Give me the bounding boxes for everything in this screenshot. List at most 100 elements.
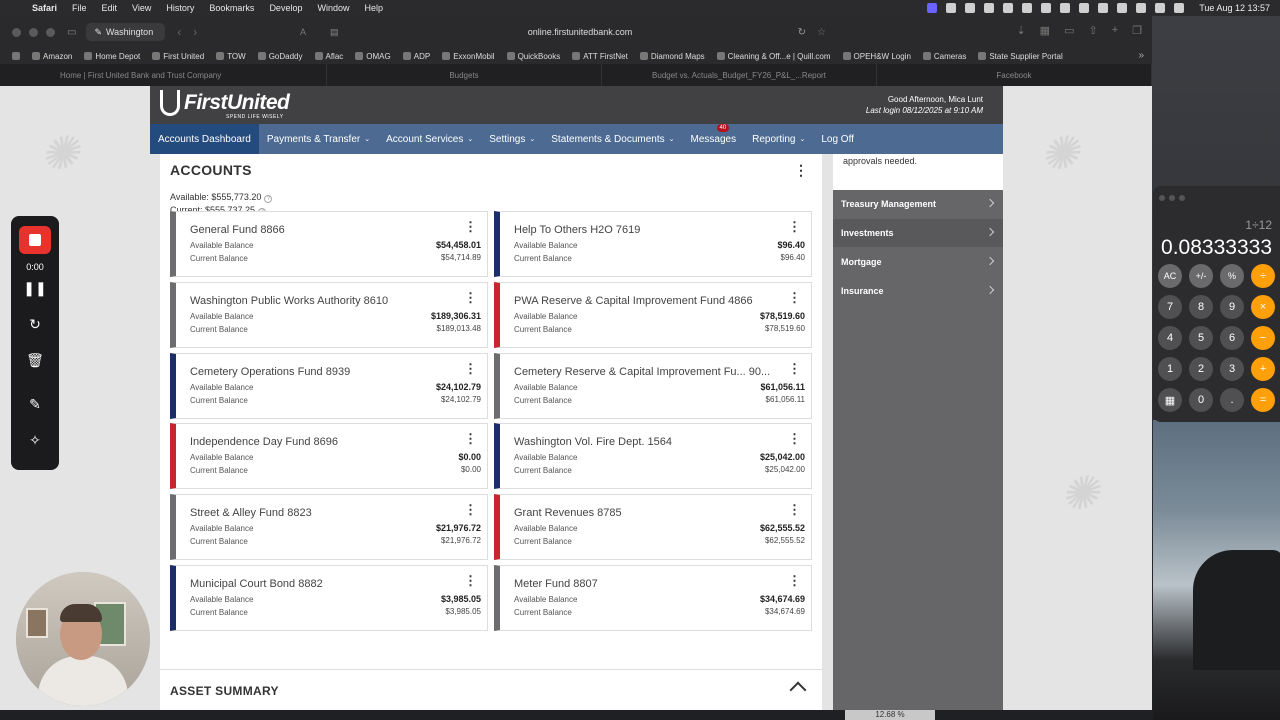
favorite-item[interactable]: Aflac bbox=[314, 52, 343, 61]
stop-recording-button[interactable] bbox=[19, 226, 51, 254]
account-card[interactable]: Cemetery Reserve & Capital Improvement F… bbox=[494, 352, 812, 419]
account-card[interactable]: Washington Public Works Authority 8610 Av… bbox=[170, 281, 488, 348]
menu-file[interactable]: File bbox=[72, 3, 87, 13]
menu-help[interactable]: Help bbox=[364, 3, 383, 13]
status-icon[interactable] bbox=[1003, 3, 1014, 13]
account-name[interactable]: Help To Others H2O 7619 bbox=[514, 224, 641, 236]
menu-window[interactable]: Window bbox=[317, 3, 350, 13]
account-name[interactable]: Cemetery Reserve & Capital Improvement F… bbox=[514, 365, 771, 378]
calculator-key[interactable]: +/- bbox=[1189, 264, 1213, 288]
account-name[interactable]: Independence Day Fund 8696 bbox=[190, 436, 339, 449]
favorite-item[interactable]: OMAG bbox=[355, 52, 391, 61]
favorite-item[interactable]: Cleaning & Off...e | Quill.com bbox=[716, 52, 831, 61]
account-card[interactable]: Street & Alley Fund 8823 Available Balanc… bbox=[170, 494, 488, 561]
menu-develop[interactable]: Develop bbox=[269, 3, 303, 13]
control-center-icon[interactable] bbox=[1174, 3, 1185, 13]
new-tab-icon[interactable]: + bbox=[1111, 24, 1119, 36]
favorite-item[interactable]: TOW bbox=[216, 52, 246, 61]
account-name[interactable]: Washington Vol. Fire Dept. 1564 bbox=[514, 436, 672, 449]
account-card[interactable]: Help To Others H2O 7619 Available Balance… bbox=[494, 211, 812, 277]
restart-icon[interactable]: ↻ bbox=[29, 316, 41, 332]
account-name[interactable]: Cemetery Operations Fund 8939 bbox=[190, 365, 351, 378]
webcam-bubble[interactable] bbox=[16, 572, 150, 706]
account-menu-icon[interactable]: ⋮ bbox=[788, 289, 801, 305]
account-menu-icon[interactable]: ⋮ bbox=[788, 219, 801, 234]
address-bar[interactable]: A ▤ online.firstunitedbank.com ↻ ☆ bbox=[300, 23, 830, 41]
favorite-item[interactable]: GoDaddy bbox=[257, 52, 303, 61]
status-icon[interactable] bbox=[1098, 3, 1109, 13]
calculator-key[interactable]: 2 bbox=[1189, 357, 1213, 381]
status-icon[interactable] bbox=[1060, 3, 1071, 13]
status-icon[interactable] bbox=[1041, 3, 1052, 13]
account-name[interactable]: Grant Revenues 8785 bbox=[514, 507, 622, 520]
account-card[interactable]: Municipal Court Bond 8882 Available Balan… bbox=[170, 565, 488, 631]
wifi-icon[interactable] bbox=[1117, 3, 1128, 13]
account-name[interactable]: Washington Public Works Authority 8610 bbox=[190, 294, 389, 307]
close-window-button[interactable] bbox=[1159, 195, 1165, 201]
pause-icon[interactable]: ❚❚ bbox=[23, 280, 47, 296]
apple-icon[interactable] bbox=[12, 2, 24, 14]
reader-icon[interactable]: A bbox=[300, 27, 307, 37]
account-menu-icon[interactable]: ⋮ bbox=[788, 360, 801, 376]
tab-facebook[interactable]: Facebook bbox=[877, 64, 1152, 86]
calculator-key[interactable]: ▦ bbox=[1158, 388, 1182, 412]
back-icon[interactable]: ‹ bbox=[177, 25, 182, 39]
account-menu-icon[interactable]: ⋮ bbox=[464, 289, 477, 305]
page-menu-icon[interactable]: ▤ bbox=[330, 26, 339, 37]
calculator-key[interactable]: 7 bbox=[1158, 295, 1182, 319]
download-icon[interactable]: ⇣ bbox=[1016, 25, 1026, 37]
calculator-key[interactable]: 8 bbox=[1189, 295, 1213, 319]
menu-bookmarks[interactable]: Bookmarks bbox=[209, 3, 255, 13]
account-menu-icon[interactable]: ⋮ bbox=[464, 502, 477, 518]
asset-summary-section[interactable]: ASSET SUMMARY bbox=[160, 669, 822, 710]
status-icon[interactable] bbox=[1022, 3, 1033, 13]
account-card[interactable]: General Fund 8866 Available Balance Curren… bbox=[170, 211, 488, 277]
battery-icon[interactable] bbox=[1136, 3, 1147, 13]
account-menu-icon[interactable]: ⋮ bbox=[464, 431, 477, 447]
calculator-key[interactable]: 3 bbox=[1220, 357, 1244, 381]
minimize-window-button[interactable] bbox=[29, 27, 38, 37]
calculator-key[interactable]: ÷ bbox=[1251, 264, 1275, 288]
nav-payments-transfer[interactable]: Payments & Transfer ⌄ bbox=[259, 124, 378, 154]
favorite-item[interactable]: ADP bbox=[402, 52, 430, 61]
calculator-key[interactable]: 9 bbox=[1220, 295, 1244, 319]
nav-account-services[interactable]: Account Services ⌄ bbox=[378, 124, 481, 154]
menu-view[interactable]: View bbox=[132, 3, 152, 13]
status-icon[interactable] bbox=[965, 3, 976, 13]
extension-icon[interactable]: ▦ bbox=[1039, 25, 1051, 37]
favorites-overflow-icon[interactable]: » bbox=[1138, 50, 1144, 61]
account-name[interactable]: Municipal Court Bond 8882 bbox=[190, 578, 323, 590]
calculator-key[interactable]: . bbox=[1220, 388, 1244, 412]
chevron-up-icon[interactable] bbox=[789, 681, 807, 699]
tab-overview-icon[interactable]: ❐ bbox=[1132, 25, 1142, 37]
nav-statements-documents[interactable]: Statements & Documents ⌄ bbox=[543, 124, 682, 154]
favorite-item[interactable]: ATT FirstNet bbox=[572, 52, 628, 61]
sidebar-item-mortgage[interactable]: Mortgage bbox=[833, 248, 1003, 276]
forward-icon[interactable]: › bbox=[193, 25, 198, 39]
sidebar-item-treasury-management[interactable]: Treasury Management bbox=[833, 190, 1003, 218]
minimize-window-button[interactable] bbox=[1169, 195, 1175, 201]
nav-messages[interactable]: Messages 40 bbox=[683, 124, 745, 154]
calculator-key[interactable]: % bbox=[1220, 264, 1244, 288]
sidebar-item-insurance[interactable]: Insurance bbox=[833, 277, 1003, 305]
account-menu-icon[interactable]: ⋮ bbox=[788, 431, 801, 447]
tab-first-united[interactable]: Home | First United Bank and Trust Compa… bbox=[0, 64, 327, 86]
favorite-item[interactable]: State Supplier Portal bbox=[978, 52, 1063, 61]
sidebar-item-investments[interactable]: Investments bbox=[833, 219, 1003, 247]
zoom-window-button[interactable] bbox=[46, 27, 55, 37]
account-name[interactable]: Street & Alley Fund 8823 bbox=[190, 507, 312, 520]
menu-history[interactable]: History bbox=[166, 3, 195, 13]
tab-budgets[interactable]: Budgets bbox=[327, 64, 602, 86]
print-icon[interactable]: ▭ bbox=[1064, 25, 1075, 37]
url-text[interactable]: online.firstunitedbank.com bbox=[527, 27, 633, 37]
menu-app[interactable]: Safari bbox=[32, 3, 58, 13]
cloud-icon[interactable] bbox=[984, 3, 995, 13]
zoom-window-button[interactable] bbox=[1179, 195, 1185, 201]
share-icon[interactable]: ⇧ bbox=[1088, 25, 1098, 37]
close-window-button[interactable] bbox=[12, 27, 21, 37]
account-card[interactable]: Grant Revenues 8785 Available Balance Curr… bbox=[494, 494, 812, 561]
nav-reporting[interactable]: Reporting ⌄ bbox=[744, 124, 813, 154]
account-menu-icon[interactable]: ⋮ bbox=[788, 573, 801, 588]
search-icon[interactable] bbox=[1155, 3, 1166, 13]
favorite-item[interactable]: Amazon bbox=[32, 52, 72, 61]
